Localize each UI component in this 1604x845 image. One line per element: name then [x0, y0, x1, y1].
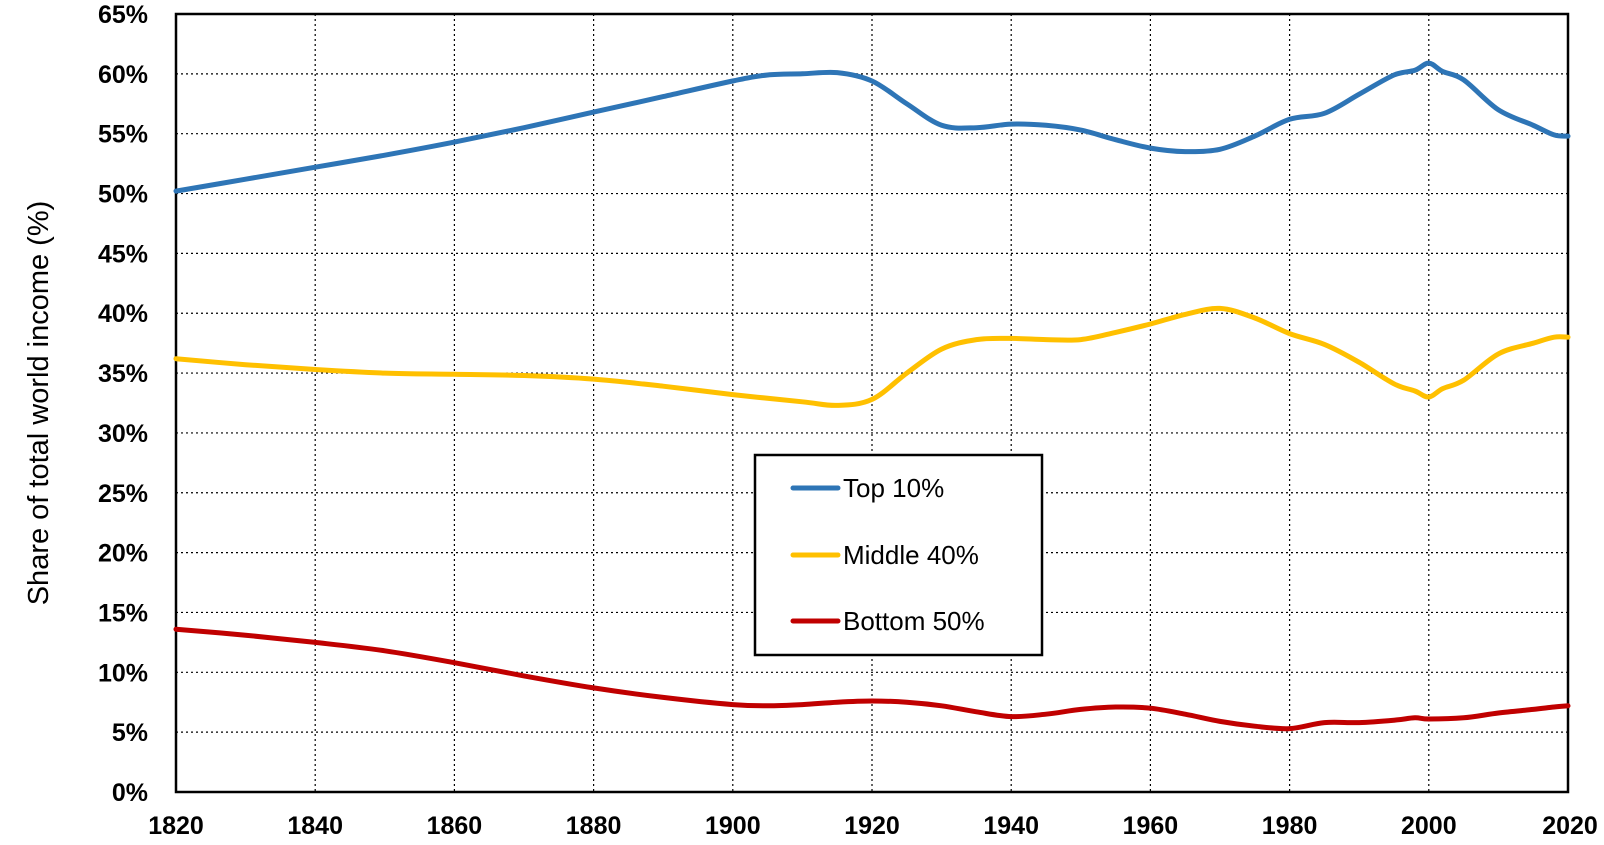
- y-tick-label: 30%: [98, 420, 148, 448]
- x-tick-label: 1940: [983, 812, 1039, 840]
- y-tick-label: 20%: [98, 540, 148, 568]
- y-tick-label: 15%: [98, 599, 148, 627]
- legend-items: Top 10% Middle 40% Bottom 50%: [790, 473, 985, 636]
- gridlines: [176, 14, 1568, 792]
- series-line-middle-40: [173, 305, 1571, 408]
- legend-label-top-10: Top 10%: [843, 473, 944, 503]
- y-tick-label: 10%: [98, 659, 148, 687]
- series-lines: [173, 60, 1571, 732]
- legend: Top 10% Middle 40% Bottom 50%: [753, 453, 1044, 657]
- y-tick-label: 60%: [98, 61, 148, 89]
- legend-label-middle-40: Middle 40%: [843, 540, 979, 570]
- x-tick-label: 1960: [1123, 812, 1179, 840]
- legend-label-bottom-50: Bottom 50%: [843, 606, 985, 636]
- series-line-bottom-50: [173, 626, 1571, 732]
- x-axis-ticks: 1820 1840 1860 1880 1900 1920 1940 1960 1980 2000…: [148, 812, 1598, 840]
- y-tick-label: 25%: [98, 480, 148, 508]
- y-tick-label: 0%: [112, 779, 148, 807]
- x-tick-label: 2000: [1401, 812, 1457, 840]
- y-tick-label: 55%: [98, 121, 148, 149]
- y-tick-label: 45%: [98, 240, 148, 268]
- y-tick-label: 35%: [98, 360, 148, 388]
- x-tick-label: 1900: [705, 812, 761, 840]
- y-tick-label: 65%: [98, 1, 148, 29]
- x-tick-label: 1920: [844, 812, 900, 840]
- plot-frame: [174, 12, 1570, 794]
- x-tick-label: 1860: [427, 812, 483, 840]
- x-tick-label: 1980: [1262, 812, 1318, 840]
- y-tick-label: 5%: [112, 719, 148, 747]
- x-tick-label: 1840: [287, 812, 343, 840]
- x-tick-label: 2020: [1542, 812, 1598, 840]
- x-tick-label: 1880: [566, 812, 622, 840]
- y-tick-label: 40%: [98, 300, 148, 328]
- y-axis-label: Share of total world income (%): [23, 201, 55, 606]
- y-tick-label: 50%: [98, 181, 148, 209]
- y-axis-ticks: 0% 5% 10% 15% 20% 25% 30% 35% 40% 45% 50% 55% 60% 65%: [98, 1, 148, 807]
- series-line-top-10: [173, 60, 1571, 194]
- x-tick-label: 1820: [148, 812, 204, 840]
